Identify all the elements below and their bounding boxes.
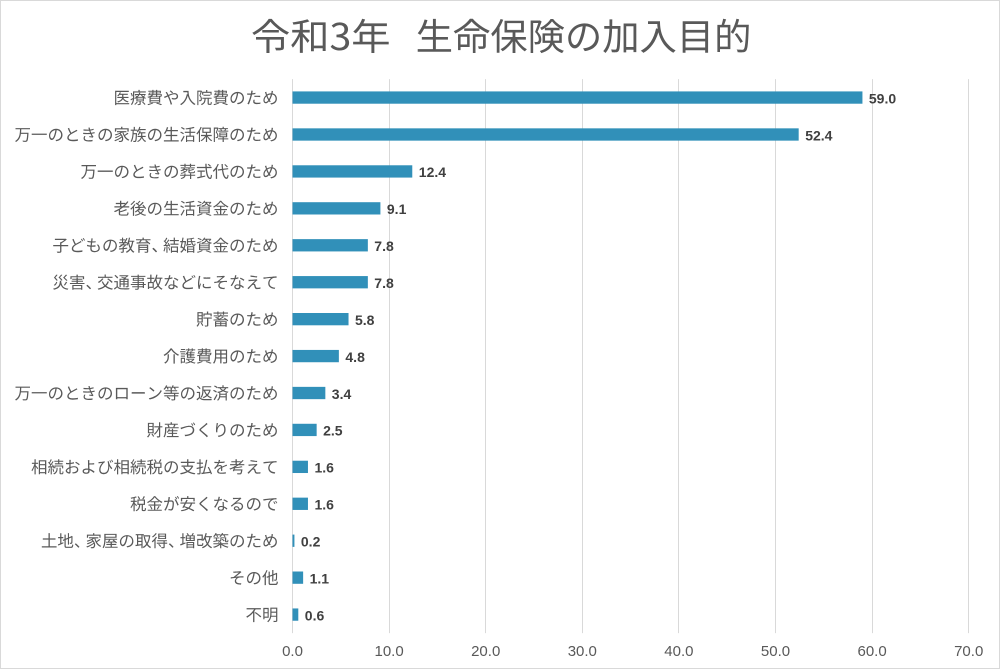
svg-text:52.4: 52.4 xyxy=(805,127,832,143)
svg-text:1.1: 1.1 xyxy=(310,570,330,586)
svg-text:0.2: 0.2 xyxy=(301,534,321,550)
svg-text:60.0: 60.0 xyxy=(857,643,886,660)
svg-text:10.0: 10.0 xyxy=(374,643,403,660)
svg-text:1.6: 1.6 xyxy=(315,460,335,476)
svg-text:5.8: 5.8 xyxy=(355,312,375,328)
svg-text:0.6: 0.6 xyxy=(305,607,325,623)
svg-text:7.8: 7.8 xyxy=(374,238,394,254)
svg-text:9.1: 9.1 xyxy=(387,201,407,217)
svg-text:12.4: 12.4 xyxy=(419,164,446,180)
svg-text:2.5: 2.5 xyxy=(323,423,343,439)
svg-text:30.0: 30.0 xyxy=(568,643,597,660)
svg-text:0.0: 0.0 xyxy=(282,643,303,660)
svg-text:20.0: 20.0 xyxy=(471,643,500,660)
svg-text:59.0: 59.0 xyxy=(869,90,896,106)
svg-text:7.8: 7.8 xyxy=(374,275,394,291)
svg-text:4.8: 4.8 xyxy=(345,349,365,365)
svg-text:50.0: 50.0 xyxy=(761,643,790,660)
svg-text:3.4: 3.4 xyxy=(332,386,352,402)
svg-text:1.6: 1.6 xyxy=(315,497,335,513)
svg-text:70.0: 70.0 xyxy=(954,643,983,660)
svg-text:40.0: 40.0 xyxy=(664,643,693,660)
